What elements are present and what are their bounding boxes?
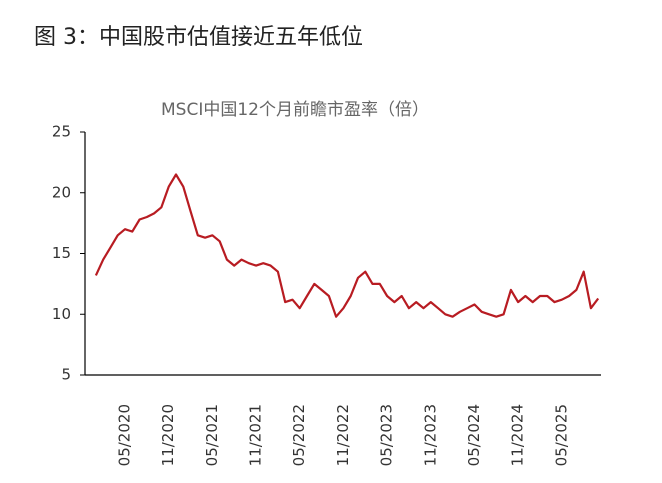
- x-tick-label: 11/2020: [159, 404, 177, 466]
- x-tick-label: 11/2021: [247, 404, 265, 466]
- y-tick-label: 10: [52, 305, 71, 323]
- y-tick-label: 25: [52, 123, 71, 141]
- y-tick-label: 5: [61, 366, 71, 384]
- chart-subtitle: MSCI中国12个月前瞻市盈率（倍）: [161, 100, 429, 120]
- x-tick-label: 05/2022: [290, 404, 308, 466]
- x-tick-label: 05/2024: [465, 404, 483, 466]
- chart-title: 图 3：中国股市估值接近五年低位: [34, 25, 363, 50]
- x-tick-label: 11/2022: [334, 404, 352, 466]
- y-tick-label: 15: [52, 244, 71, 262]
- x-tick-label: 05/2025: [552, 404, 570, 466]
- series-line: [94, 173, 600, 318]
- x-tick-label: 11/2023: [421, 404, 439, 466]
- x-tick-label: 05/2020: [116, 404, 134, 466]
- y-tick-label: 20: [52, 183, 71, 201]
- x-tick-label: 05/2021: [203, 404, 221, 466]
- x-tick-label: 11/2024: [509, 404, 527, 466]
- x-tick-label: 05/2023: [378, 404, 396, 466]
